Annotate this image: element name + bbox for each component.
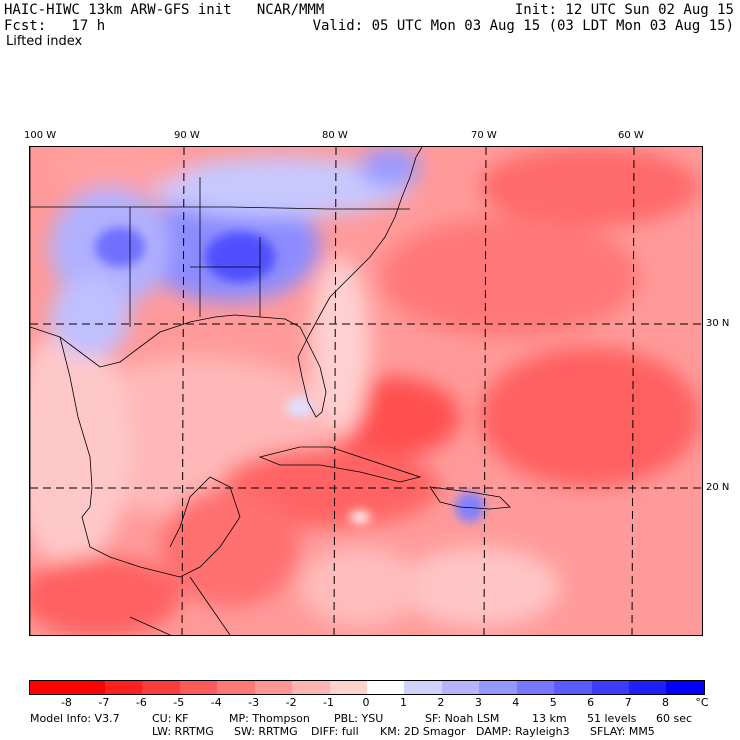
damp-option: DAMP: Rayleigh3 bbox=[476, 725, 570, 738]
legend-swatch bbox=[516, 681, 555, 694]
init-time: Init: 12 UTC Sun 02 Aug 15 bbox=[514, 2, 734, 18]
legend-swatch bbox=[629, 681, 667, 694]
pbl-scheme: PBL: YSU bbox=[334, 712, 384, 725]
lat-label-20n: 20 N bbox=[706, 482, 730, 493]
model-title: HAIC-HIWC 13km ARW-GFS init NCAR/MMM bbox=[4, 2, 325, 18]
legend-tick-label: 4 bbox=[512, 696, 520, 709]
legend-swatch bbox=[292, 681, 330, 694]
legend-swatch bbox=[179, 681, 218, 694]
km-option: KM: 2D Smagor bbox=[380, 725, 466, 738]
sw-scheme: SW: RRTMG bbox=[234, 725, 298, 738]
legend-swatch bbox=[217, 681, 255, 694]
legend-swatch bbox=[366, 681, 405, 694]
legend-tick-label: 3 bbox=[474, 696, 482, 709]
legend-tick-label: -5 bbox=[173, 696, 185, 709]
legend-swatch bbox=[554, 681, 592, 694]
lat-label-30n: 30 N bbox=[706, 318, 730, 329]
levels: 51 levels bbox=[587, 712, 637, 725]
color-legend bbox=[29, 680, 705, 695]
lon-label-60w: 60 W bbox=[618, 130, 644, 141]
legend-swatch bbox=[104, 681, 143, 694]
legend-tick-label: -3 bbox=[248, 696, 260, 709]
lon-label-80w: 80 W bbox=[322, 130, 348, 141]
model-info: Model Info: V3.7 bbox=[30, 712, 120, 725]
legend-swatch bbox=[30, 681, 68, 694]
legend-swatch bbox=[67, 681, 105, 694]
legend-tick-label: 2 bbox=[437, 696, 445, 709]
lon-label-100w: 100 W bbox=[24, 130, 57, 141]
legend-tick-label: -2 bbox=[285, 696, 297, 709]
legend-swatch bbox=[404, 681, 442, 694]
legend-swatch bbox=[329, 681, 367, 694]
legend-tick-label: 5 bbox=[549, 696, 557, 709]
mp-scheme: MP: Thompson bbox=[229, 712, 310, 725]
lon-label-90w: 90 W bbox=[174, 130, 200, 141]
legend-tick-label: 8 bbox=[662, 696, 670, 709]
legend-tick-label: -4 bbox=[210, 696, 222, 709]
legend-tick-label: -1 bbox=[323, 696, 335, 709]
legend-tick-label: -8 bbox=[60, 696, 72, 709]
cu-scheme: CU: KF bbox=[152, 712, 189, 725]
legend-swatch bbox=[591, 681, 629, 694]
time-step: 60 sec bbox=[656, 712, 693, 725]
legend-swatch bbox=[479, 681, 517, 694]
sflay-option: SFLAY: MM5 bbox=[590, 725, 655, 738]
legend-tick-label: 0 bbox=[362, 696, 370, 709]
lifted-index-map bbox=[29, 146, 703, 636]
lon-label-70w: 70 W bbox=[471, 130, 497, 141]
lw-scheme: LW: RRTMG bbox=[152, 725, 214, 738]
forecast-hour: Fcst: 17 h bbox=[4, 18, 106, 34]
legend-tick-label: 7 bbox=[624, 696, 632, 709]
legend-swatch bbox=[142, 681, 180, 694]
legend-swatch bbox=[441, 681, 480, 694]
sf-scheme: SF: Noah LSM bbox=[425, 712, 500, 725]
legend-tick-label: -6 bbox=[135, 696, 147, 709]
legend-swatch bbox=[666, 681, 704, 694]
diff-option: DIFF: full bbox=[311, 725, 359, 738]
legend-tick-label: -7 bbox=[98, 696, 110, 709]
resolution: 13 km bbox=[532, 712, 567, 725]
valid-time: Valid: 05 UTC Mon 03 Aug 15 (03 LDT Mon … bbox=[312, 18, 734, 34]
legend-swatch bbox=[254, 681, 293, 694]
legend-unit: °C bbox=[695, 696, 709, 709]
legend-tick-label: 6 bbox=[587, 696, 595, 709]
field-name: Lifted index bbox=[6, 34, 83, 49]
legend-tick-label: 1 bbox=[399, 696, 407, 709]
